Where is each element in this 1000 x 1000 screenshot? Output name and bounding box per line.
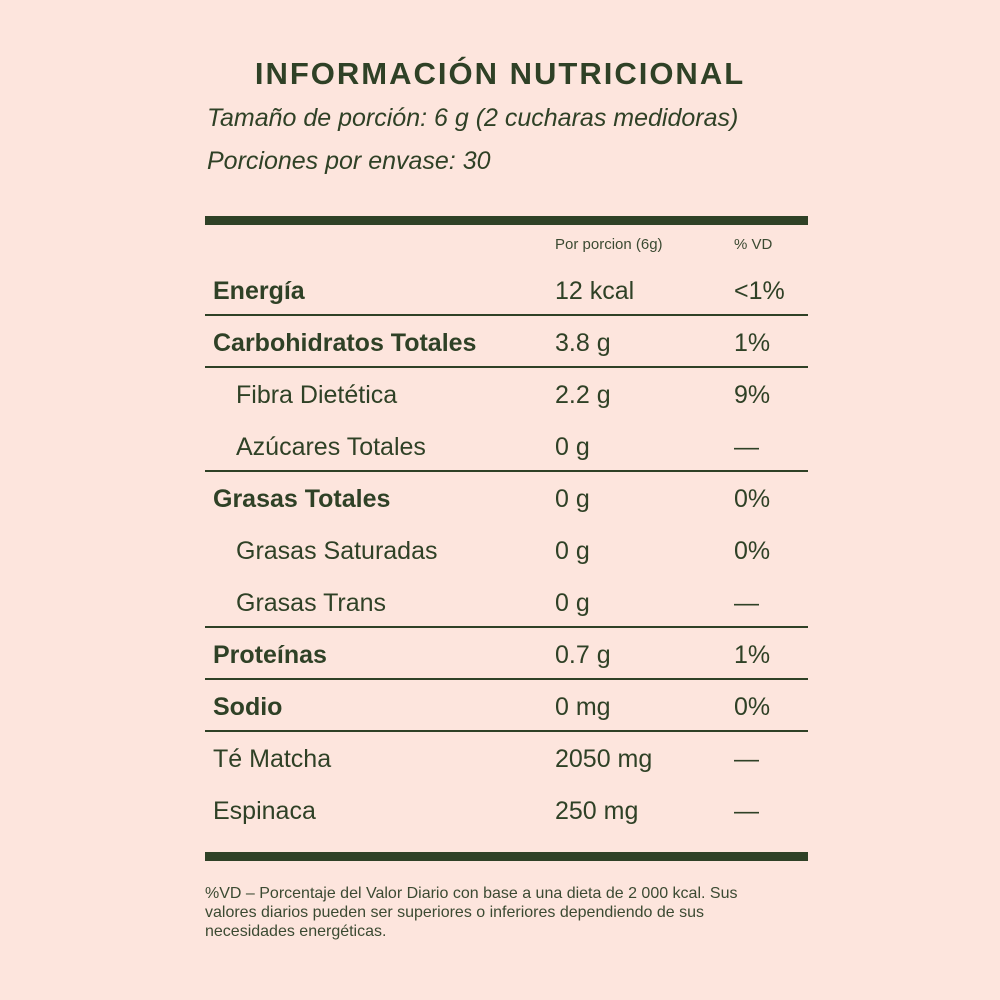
top-divider-bar <box>205 216 808 225</box>
nutrient-amount: 2.2 g <box>555 381 611 409</box>
nutrient-amount: 0 g <box>555 433 590 461</box>
nutrient-amount: 12 kcal <box>555 277 635 305</box>
nutrient-row-espinaca: Espinaca 250 mg — <box>205 784 808 836</box>
nutrient-row-sodio: Sodio 0 mg 0% <box>205 680 808 732</box>
nutrient-name: Grasas Totales <box>213 485 391 513</box>
nutrient-amount: 0 g <box>555 485 590 513</box>
nutrient-name: Té Matcha <box>213 745 332 773</box>
nutrient-name: Grasas Saturadas <box>236 537 438 565</box>
nutrient-amount: 3.8 g <box>555 329 611 357</box>
bottom-divider-bar <box>205 852 808 861</box>
label-title: INFORMACIÓN NUTRICIONAL <box>254 56 746 91</box>
nutrient-daily-value: — <box>734 589 759 617</box>
nutrient-amount: 0 g <box>555 537 590 565</box>
nutrient-row-azucares: Azúcares Totales 0 g — <box>205 420 808 472</box>
daily-value-footnote: %VD – Porcentaje del Valor Diario con ba… <box>205 885 738 940</box>
nutrient-row-grasas-saturadas: Grasas Saturadas 0 g 0% <box>205 524 808 576</box>
nutrient-amount: 0.7 g <box>555 641 611 669</box>
nutrient-row-grasas-totales: Grasas Totales 0 g 0% <box>205 472 808 524</box>
nutrient-name: Energía <box>213 277 305 305</box>
nutrient-daily-value: 9% <box>734 381 771 409</box>
nutrient-name: Carbohidratos Totales <box>213 329 477 357</box>
nutrient-daily-value: 1% <box>734 329 771 357</box>
nutrient-name: Fibra Dietética <box>236 381 398 409</box>
portion-column-header: Por porcion (6g) <box>555 236 663 253</box>
nutrient-name: Grasas Trans <box>236 589 387 617</box>
servings-per-container: Porciones por envase: 30 <box>207 147 491 175</box>
nutrient-name: Espinaca <box>213 797 316 825</box>
nutrient-row-te-matcha: Té Matcha 2050 mg — <box>205 732 808 784</box>
nutrient-row-carbohidratos: Carbohidratos Totales 3.8 g 1% <box>205 316 808 368</box>
serving-size: Tamaño de porción: 6 g (2 cucharas medid… <box>207 104 739 132</box>
daily-value-column-header: % VD <box>734 236 773 253</box>
nutrient-amount: 0 g <box>555 589 590 617</box>
nutrient-amount: 2050 mg <box>555 745 653 773</box>
nutrient-daily-value: — <box>734 745 759 773</box>
nutrient-daily-value: <1% <box>734 277 785 305</box>
nutrient-row-fibra: Fibra Dietética 2.2 g 9% <box>205 368 808 420</box>
nutrient-amount: 250 mg <box>555 797 639 825</box>
nutrient-daily-value: 0% <box>734 537 771 565</box>
nutrient-name: Sodio <box>213 693 283 721</box>
nutrition-table: Energía 12 kcal <1% Carbohidratos Totale… <box>205 264 808 836</box>
nutrient-daily-value: — <box>734 433 759 461</box>
nutrient-amount: 0 mg <box>555 693 611 721</box>
nutrient-daily-value: 0% <box>734 485 771 513</box>
nutrient-daily-value: 1% <box>734 641 771 669</box>
nutrient-row-proteinas: Proteínas 0.7 g 1% <box>205 628 808 680</box>
nutrient-row-energia: Energía 12 kcal <1% <box>205 264 808 316</box>
nutrient-daily-value: 0% <box>734 693 771 721</box>
nutrient-row-grasas-trans: Grasas Trans 0 g — <box>205 576 808 628</box>
nutrient-name: Azúcares Totales <box>236 433 426 461</box>
nutrient-name: Proteínas <box>213 641 327 669</box>
nutrient-daily-value: — <box>734 797 759 825</box>
